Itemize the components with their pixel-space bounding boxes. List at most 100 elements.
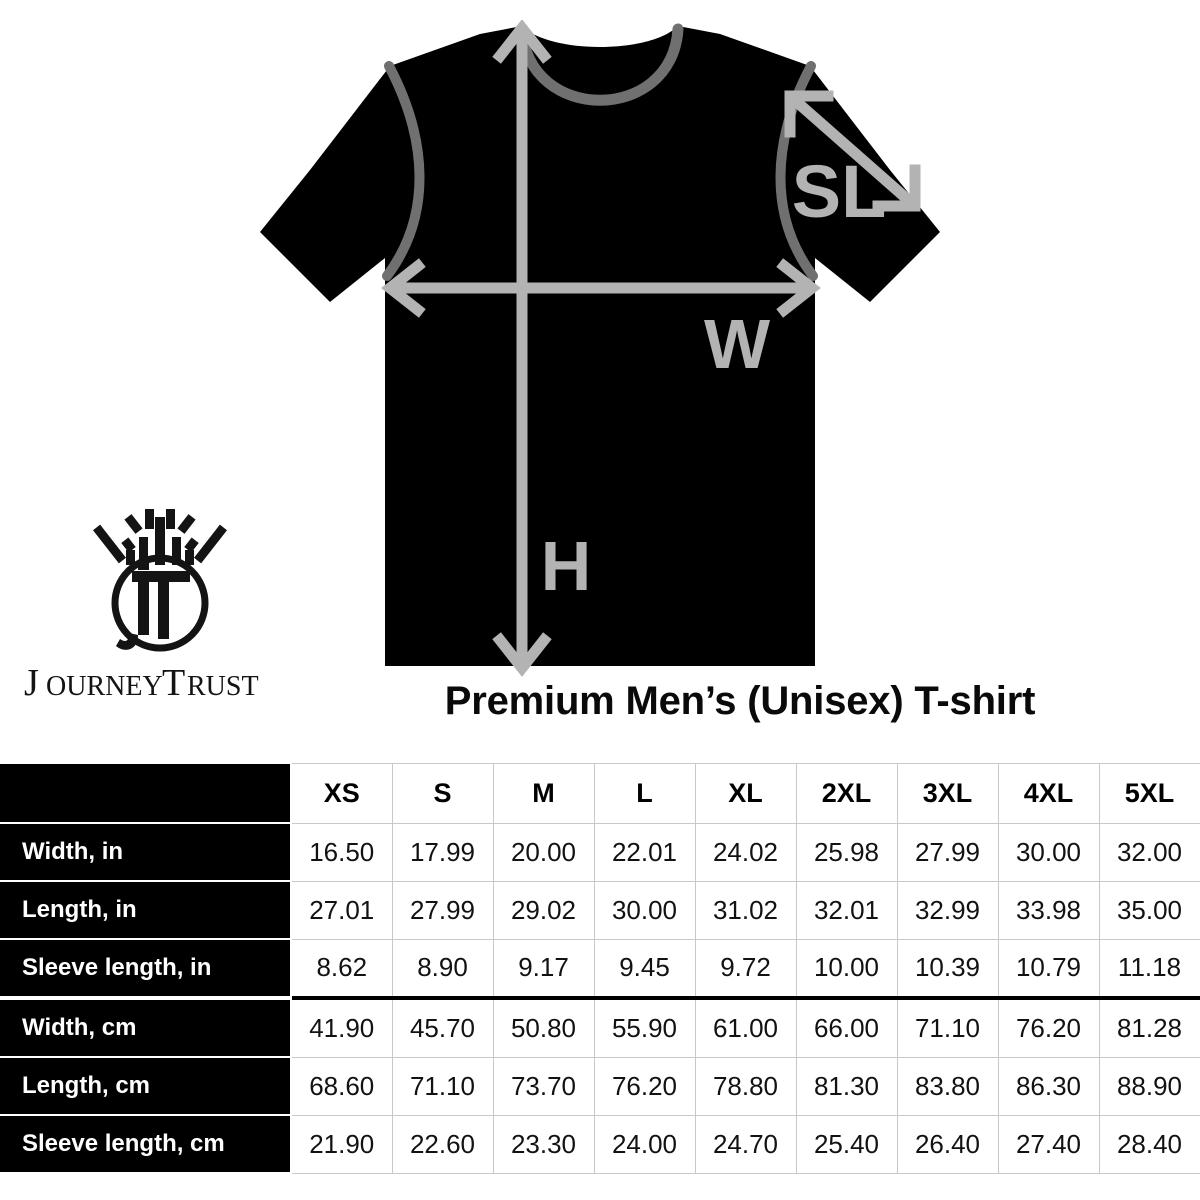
width-label: W: [704, 305, 770, 383]
row-label-length-in: Length, in: [0, 880, 292, 940]
table-row: Width, cm 41.90 45.70 50.80 55.90 61.00 66.00 7…: [0, 997, 1200, 1058]
cell-5xl-in: 32.00: [1098, 822, 1200, 882]
cell-xs-cm: 41.90: [290, 997, 393, 1058]
cell-5xl-cm: 28.40: [1098, 1114, 1200, 1174]
wordmark-j: J: [24, 662, 39, 704]
height-label: H: [541, 527, 592, 605]
sleeve-length-label: SL: [792, 150, 887, 233]
size-header-3xl: 3XL: [896, 762, 999, 824]
cell-l-in: 30.00: [593, 880, 696, 940]
cell-s-in: 17.99: [391, 822, 494, 882]
size-header-s: S: [391, 762, 494, 824]
logo-ring: [111, 554, 209, 652]
cell-s-cm: 22.60: [391, 1114, 494, 1174]
cell-4xl-in: 33.98: [997, 880, 1100, 940]
cell-m-in: 9.17: [492, 938, 595, 1000]
cell-2xl-cm: 66.00: [795, 997, 898, 1058]
cell-l-cm: 24.00: [593, 1114, 696, 1174]
table-corner-cell: [0, 762, 292, 824]
size-header-xl: XL: [694, 762, 797, 824]
cell-xs-in: 27.01: [290, 880, 393, 940]
cell-m-cm: 50.80: [492, 997, 595, 1058]
cell-m-in: 29.02: [492, 880, 595, 940]
cell-4xl-in: 10.79: [997, 938, 1100, 1000]
cell-xs-cm: 21.90: [290, 1114, 393, 1174]
size-header-2xl: 2XL: [795, 762, 898, 824]
cell-5xl-in: 35.00: [1098, 880, 1200, 940]
cell-4xl-cm: 76.20: [997, 997, 1100, 1058]
cell-xl-cm: 78.80: [694, 1056, 797, 1116]
brand-logo: J OURNEY T RUST: [20, 495, 300, 730]
sleeve-length-arrow: [784, 90, 921, 212]
cell-4xl-cm: 86.30: [997, 1056, 1100, 1116]
size-header-4xl: 4XL: [997, 762, 1100, 824]
logo-rays: [93, 509, 227, 565]
size-chart-table: XS S M L XL 2XL 3XL 4XL 5XL Width, in 16.50 17.99 20…: [0, 762, 1200, 1174]
cell-xl-in: 24.02: [694, 822, 797, 882]
table-row: Length, in 27.01 27.99 29.02 30.00 31.02 32.01…: [0, 880, 1200, 940]
cell-xs-cm: 68.60: [290, 1056, 393, 1116]
cell-4xl-in: 30.00: [997, 822, 1100, 882]
size-header-m: M: [492, 762, 595, 824]
cell-5xl-cm: 81.28: [1098, 997, 1200, 1058]
table-row: Sleeve length, in 8.62 8.90 9.17 9.45 9.72 10.…: [0, 938, 1200, 1000]
cell-xl-in: 31.02: [694, 880, 797, 940]
cell-3xl-in: 27.99: [896, 822, 999, 882]
wordmark-t: T: [162, 662, 185, 704]
tshirt-diagram: SL W H: [260, 20, 940, 677]
brand-wordmark: J OURNEY T RUST: [24, 662, 259, 704]
row-label-width-cm: Width, cm: [0, 997, 292, 1058]
cell-2xl-in: 32.01: [795, 880, 898, 940]
size-header-xs: XS: [290, 762, 393, 824]
cell-5xl-in: 11.18: [1098, 938, 1200, 1000]
size-header-5xl: 5XL: [1098, 762, 1200, 824]
table-row: Sleeve length, cm 21.90 22.60 23.30 24.00 24.…: [0, 1114, 1200, 1174]
cell-2xl-cm: 25.40: [795, 1114, 898, 1174]
row-label-sleeve-length-cm: Sleeve length, cm: [0, 1114, 292, 1174]
page-title: Premium Men’s (Unisex) T-shirt: [444, 679, 1036, 723]
cell-2xl-cm: 81.30: [795, 1056, 898, 1116]
cell-3xl-in: 32.99: [896, 880, 999, 940]
cell-m-cm: 23.30: [492, 1114, 595, 1174]
cell-3xl-in: 10.39: [896, 938, 999, 1000]
cell-s-in: 27.99: [391, 880, 494, 940]
length-arrow: [492, 20, 552, 677]
row-label-sleeve-length-in: Sleeve length, in: [0, 938, 292, 1000]
cell-m-cm: 73.70: [492, 1056, 595, 1116]
table-header-row: XS S M L XL 2XL 3XL 4XL 5XL: [0, 762, 1200, 824]
cell-l-in: 22.01: [593, 822, 696, 882]
table-row: Width, in 16.50 17.99 20.00 22.01 24.02 25.98 2…: [0, 822, 1200, 882]
table-row: Length, cm 68.60 71.10 73.70 76.20 78.80 81.30…: [0, 1056, 1200, 1116]
size-header-l: L: [593, 762, 696, 824]
row-label-width-in: Width, in: [0, 822, 292, 882]
cell-3xl-cm: 26.40: [896, 1114, 999, 1174]
wordmark-rust: RUST: [187, 671, 259, 702]
wordmark-ourney: OURNEY: [46, 671, 163, 702]
cell-xl-cm: 61.00: [694, 997, 797, 1058]
width-arrow: [381, 258, 821, 318]
cell-5xl-cm: 88.90: [1098, 1056, 1200, 1116]
logo-monogram: [116, 561, 190, 650]
cell-3xl-cm: 83.80: [896, 1056, 999, 1116]
cell-l-cm: 76.20: [593, 1056, 696, 1116]
cell-s-in: 8.90: [391, 938, 494, 1000]
cell-xs-in: 16.50: [290, 822, 393, 882]
row-label-length-cm: Length, cm: [0, 1056, 292, 1116]
cell-3xl-cm: 71.10: [896, 997, 999, 1058]
journeytrust-logo-icon: [93, 509, 227, 652]
cell-2xl-in: 25.98: [795, 822, 898, 882]
cell-l-cm: 55.90: [593, 997, 696, 1058]
cell-4xl-cm: 27.40: [997, 1114, 1100, 1174]
tshirt-silhouette: [260, 26, 940, 666]
cell-xl-in: 9.72: [694, 938, 797, 1000]
cell-xl-cm: 24.70: [694, 1114, 797, 1174]
cell-2xl-in: 10.00: [795, 938, 898, 1000]
cell-m-in: 20.00: [492, 822, 595, 882]
cell-s-cm: 71.10: [391, 1056, 494, 1116]
armhole-seam-left: [382, 61, 425, 281]
collar-seam: [516, 23, 684, 106]
cell-s-cm: 45.70: [391, 997, 494, 1058]
cell-xs-in: 8.62: [290, 938, 393, 1000]
cell-l-in: 9.45: [593, 938, 696, 1000]
diagram-area: SL W H: [20, 20, 1036, 730]
